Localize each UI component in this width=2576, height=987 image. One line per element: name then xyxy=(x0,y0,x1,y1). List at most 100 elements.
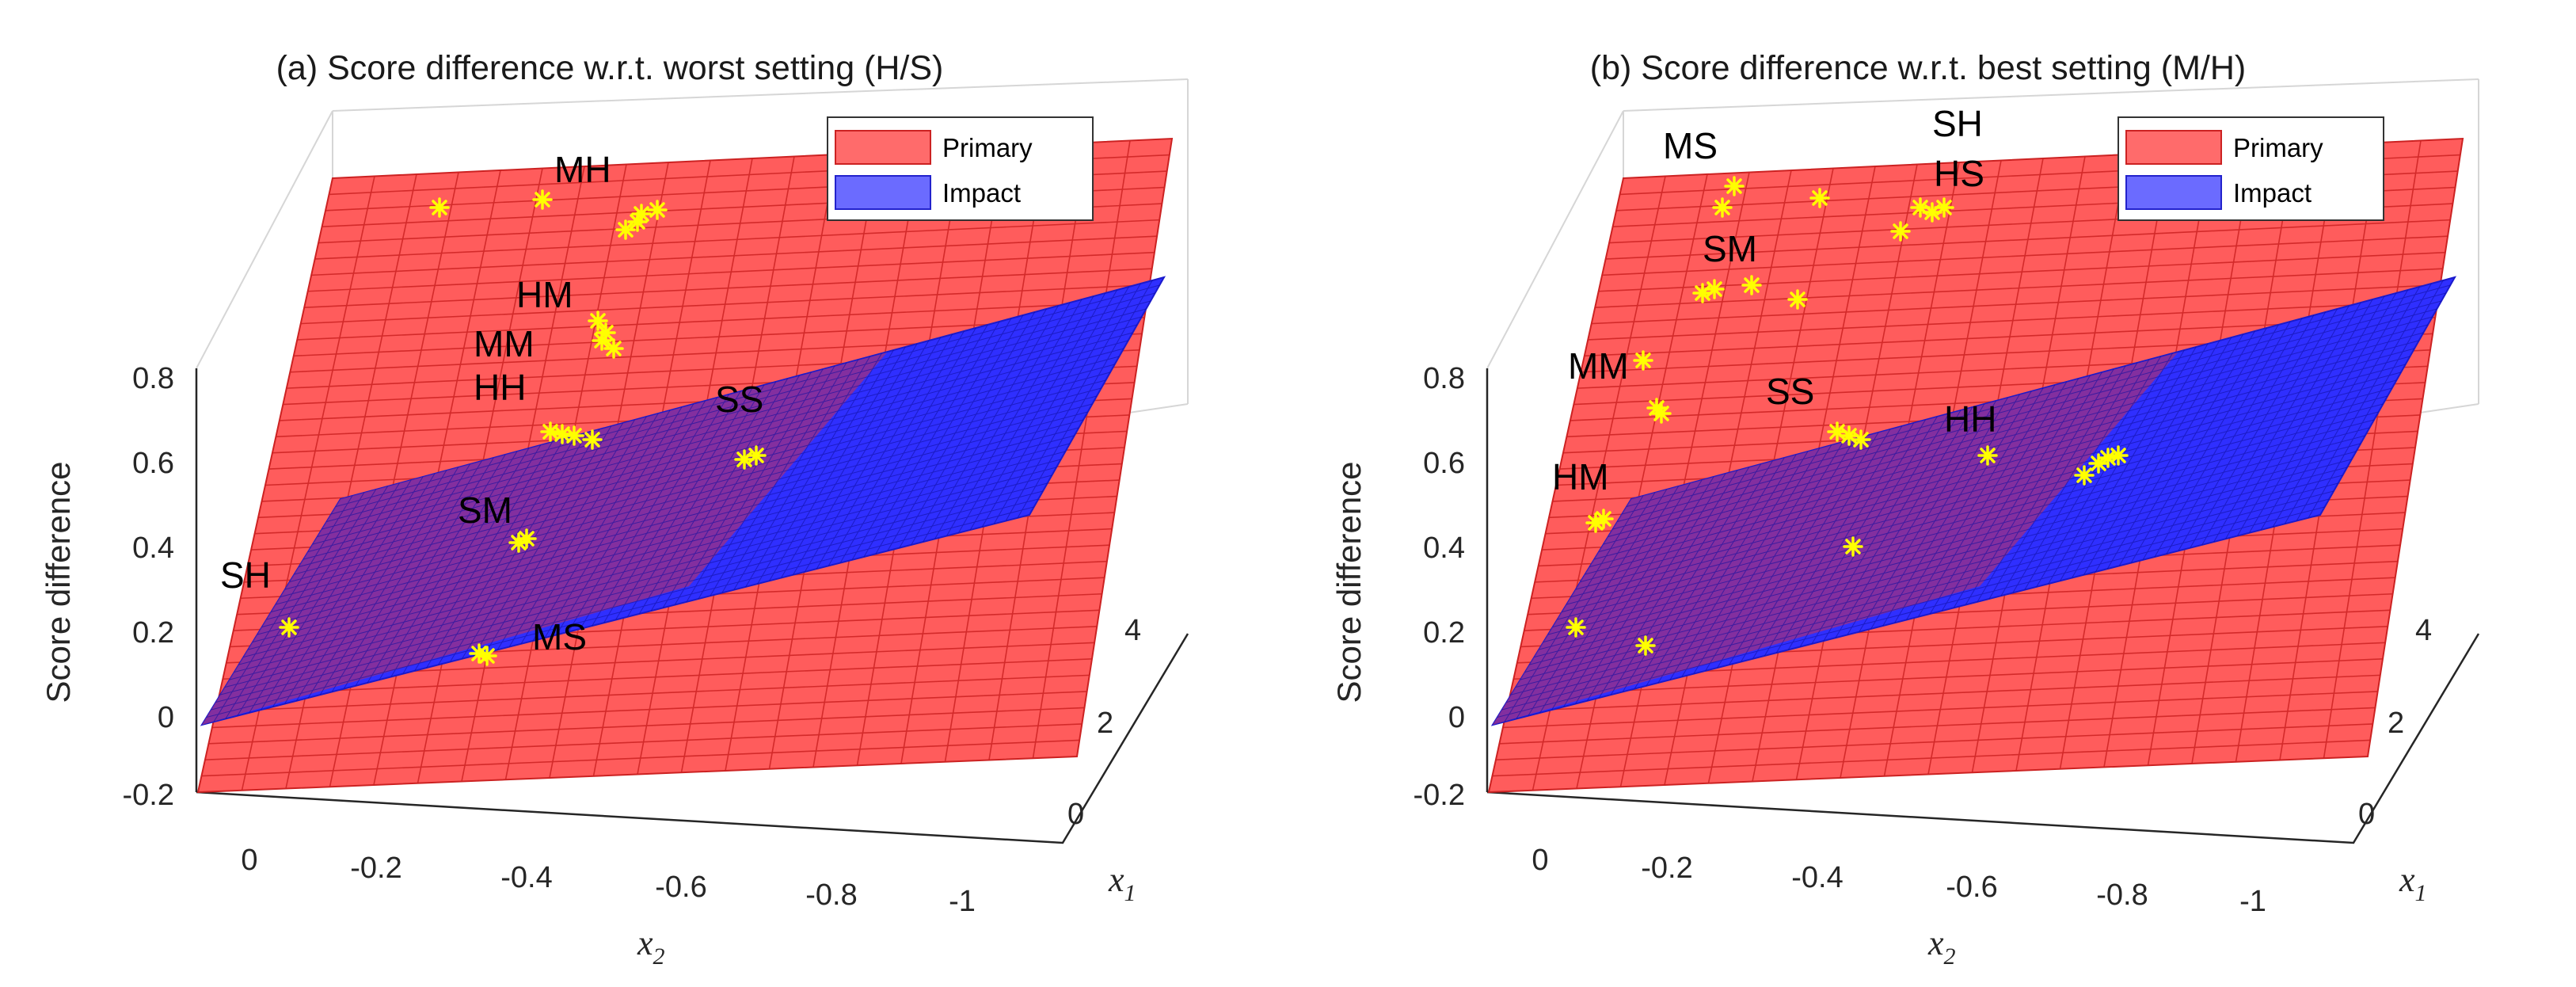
impact-grid-v xyxy=(266,403,1093,620)
panel-a-ztick-4: 0 xyxy=(158,701,174,734)
point-hs-b: HS xyxy=(1890,153,1984,242)
impact-grid-v xyxy=(331,292,1155,515)
impact-grid-v xyxy=(271,395,1098,612)
panel-a-x2tick-0: 0 xyxy=(241,844,257,877)
impact-grid-v xyxy=(1552,411,2379,627)
panel-a-x1tick-2: 0 xyxy=(1067,798,1084,831)
panel-b-title: (b) Score difference w.r.t. best setting… xyxy=(1590,49,2246,87)
impact-grid-v xyxy=(248,435,1075,650)
point-hh-b: HH xyxy=(1843,398,2129,557)
primary-grid-v xyxy=(311,235,1158,276)
panel-b-x1tick-0: 4 xyxy=(2415,614,2432,647)
panel-a-impact-surface xyxy=(200,276,1166,726)
primary-grid-v xyxy=(1506,674,2380,712)
panel-b-ztick-4: 0 xyxy=(1448,701,1465,734)
impact-grid-v xyxy=(326,300,1151,522)
point-sm-b: SM xyxy=(1692,228,1808,310)
primary-grid-v xyxy=(211,691,1087,729)
panel-a-x1tick-0: 4 xyxy=(1124,614,1141,647)
primary-grid-v xyxy=(1495,723,2373,761)
impact-grid-v xyxy=(1580,364,2406,582)
primary-grid-v xyxy=(297,300,1147,341)
primary-grid-v xyxy=(314,219,1160,260)
primary-grid-v xyxy=(1588,300,2438,341)
panel-b-ztick-3: 0.2 xyxy=(1423,616,1465,650)
panel-b-impact-surface xyxy=(1490,276,2457,726)
label-sm: SM xyxy=(458,490,512,531)
impact-grid-v xyxy=(1589,348,2415,567)
label-hm: HM xyxy=(516,274,573,315)
label-ss-b: SS xyxy=(1766,371,1814,412)
panel-b-x1-axis: 4 2 0 x1 xyxy=(2358,614,2432,906)
panel-a-ztick-0: 0.8 xyxy=(132,362,174,395)
panel-a-x2tick-1: -0.2 xyxy=(350,852,401,885)
impact-grid-v xyxy=(1608,316,2433,537)
impact-grid-v xyxy=(261,411,1088,627)
panel-b-ztick-5: -0.2 xyxy=(1414,779,1465,812)
point-hm-b: HM xyxy=(1552,456,1656,656)
impact-grid-v xyxy=(1520,467,2348,680)
primary-grid-v xyxy=(1509,658,2383,696)
legend-impact-label: Impact xyxy=(942,178,1021,208)
impact-grid-v xyxy=(253,427,1079,642)
impact-grid-v xyxy=(1599,332,2424,552)
point-ms-b: MS xyxy=(1663,125,1830,218)
impact-grid-v xyxy=(322,308,1147,530)
impact-grid-v xyxy=(234,459,1061,673)
label-mm: MM xyxy=(474,323,535,364)
panel-b-x2tick-0: 0 xyxy=(1532,844,1548,877)
label-sh-b: SH xyxy=(1932,103,1983,144)
point-hm: HM xyxy=(516,274,624,359)
impact-grid-v xyxy=(211,498,1039,711)
impact-grid-v xyxy=(289,364,1115,582)
panel-b-ztick-2: 0.4 xyxy=(1423,532,1465,565)
primary-grid-v xyxy=(300,284,1150,325)
panel-b-x2label: x2 xyxy=(1927,924,1956,970)
label-sh: SH xyxy=(220,554,271,596)
impact-grid-v xyxy=(1617,300,2442,522)
impact-grid-v xyxy=(294,356,1120,575)
panel-b-zlabel: Score difference xyxy=(1330,461,1368,703)
panel-a-legend: Primary Impact xyxy=(827,116,1094,221)
impact-grid-v xyxy=(1529,451,2357,665)
impact-grid-v xyxy=(1612,308,2437,530)
impact-grid-v xyxy=(284,372,1111,590)
impact-grid-v xyxy=(257,419,1084,635)
panel-a-title: (a) Score difference w.r.t. worst settin… xyxy=(276,49,944,87)
label-hs-b: HS xyxy=(1934,153,1984,194)
legend-primary-label-b: Primary xyxy=(2233,133,2323,162)
panel-b-x2tick-4: -0.8 xyxy=(2096,878,2148,912)
impact-grid-v xyxy=(1497,506,2325,718)
impact-grid-v xyxy=(1516,474,2343,688)
legend-primary-swatch xyxy=(835,130,931,165)
panel-a-ztick-5: -0.2 xyxy=(123,779,174,812)
panel-a-x1-axis: 4 2 0 x1 xyxy=(1067,614,1141,906)
impact-grid-v xyxy=(215,490,1044,703)
panel-a-x2tick-2: -0.4 xyxy=(500,861,552,894)
panel-b-x2tick-2: -0.4 xyxy=(1791,861,1843,894)
impact-grid-v xyxy=(1627,284,2451,507)
label-sm-b: SM xyxy=(1703,228,1757,269)
panel-a-x1label: x1 xyxy=(1108,860,1136,906)
panel-b: (b) Score difference w.r.t. best setting… xyxy=(1330,49,2480,970)
impact-grid-v xyxy=(1575,372,2402,590)
impact-grid-v xyxy=(336,284,1160,507)
primary-grid-v xyxy=(1595,268,2443,308)
impact-grid-v xyxy=(1511,482,2338,695)
impact-grid-v xyxy=(1534,443,2361,657)
panel-b-x2-axis: 0 -0.2 -0.4 -0.6 -0.8 -1 x2 xyxy=(1532,844,2266,970)
primary-grid-v xyxy=(1605,219,2451,260)
panel-b-x1label: x1 xyxy=(2399,860,2427,906)
point-mm-b: MM xyxy=(1568,345,1672,424)
impact-grid-v xyxy=(1594,340,2419,560)
label-ss: SS xyxy=(715,379,763,420)
primary-grid-v xyxy=(1499,707,2376,745)
label-mh: MH xyxy=(554,149,611,190)
point-ss: SS xyxy=(715,379,767,470)
primary-grid-v xyxy=(1591,284,2441,325)
panel-b-z-axis: 0.8 0.6 0.4 0.2 0 -0.2 Score difference xyxy=(1330,362,1489,812)
label-hh-b: HH xyxy=(1944,398,1996,440)
impact-grid-v xyxy=(312,324,1138,545)
impact-grid-v xyxy=(308,332,1133,552)
